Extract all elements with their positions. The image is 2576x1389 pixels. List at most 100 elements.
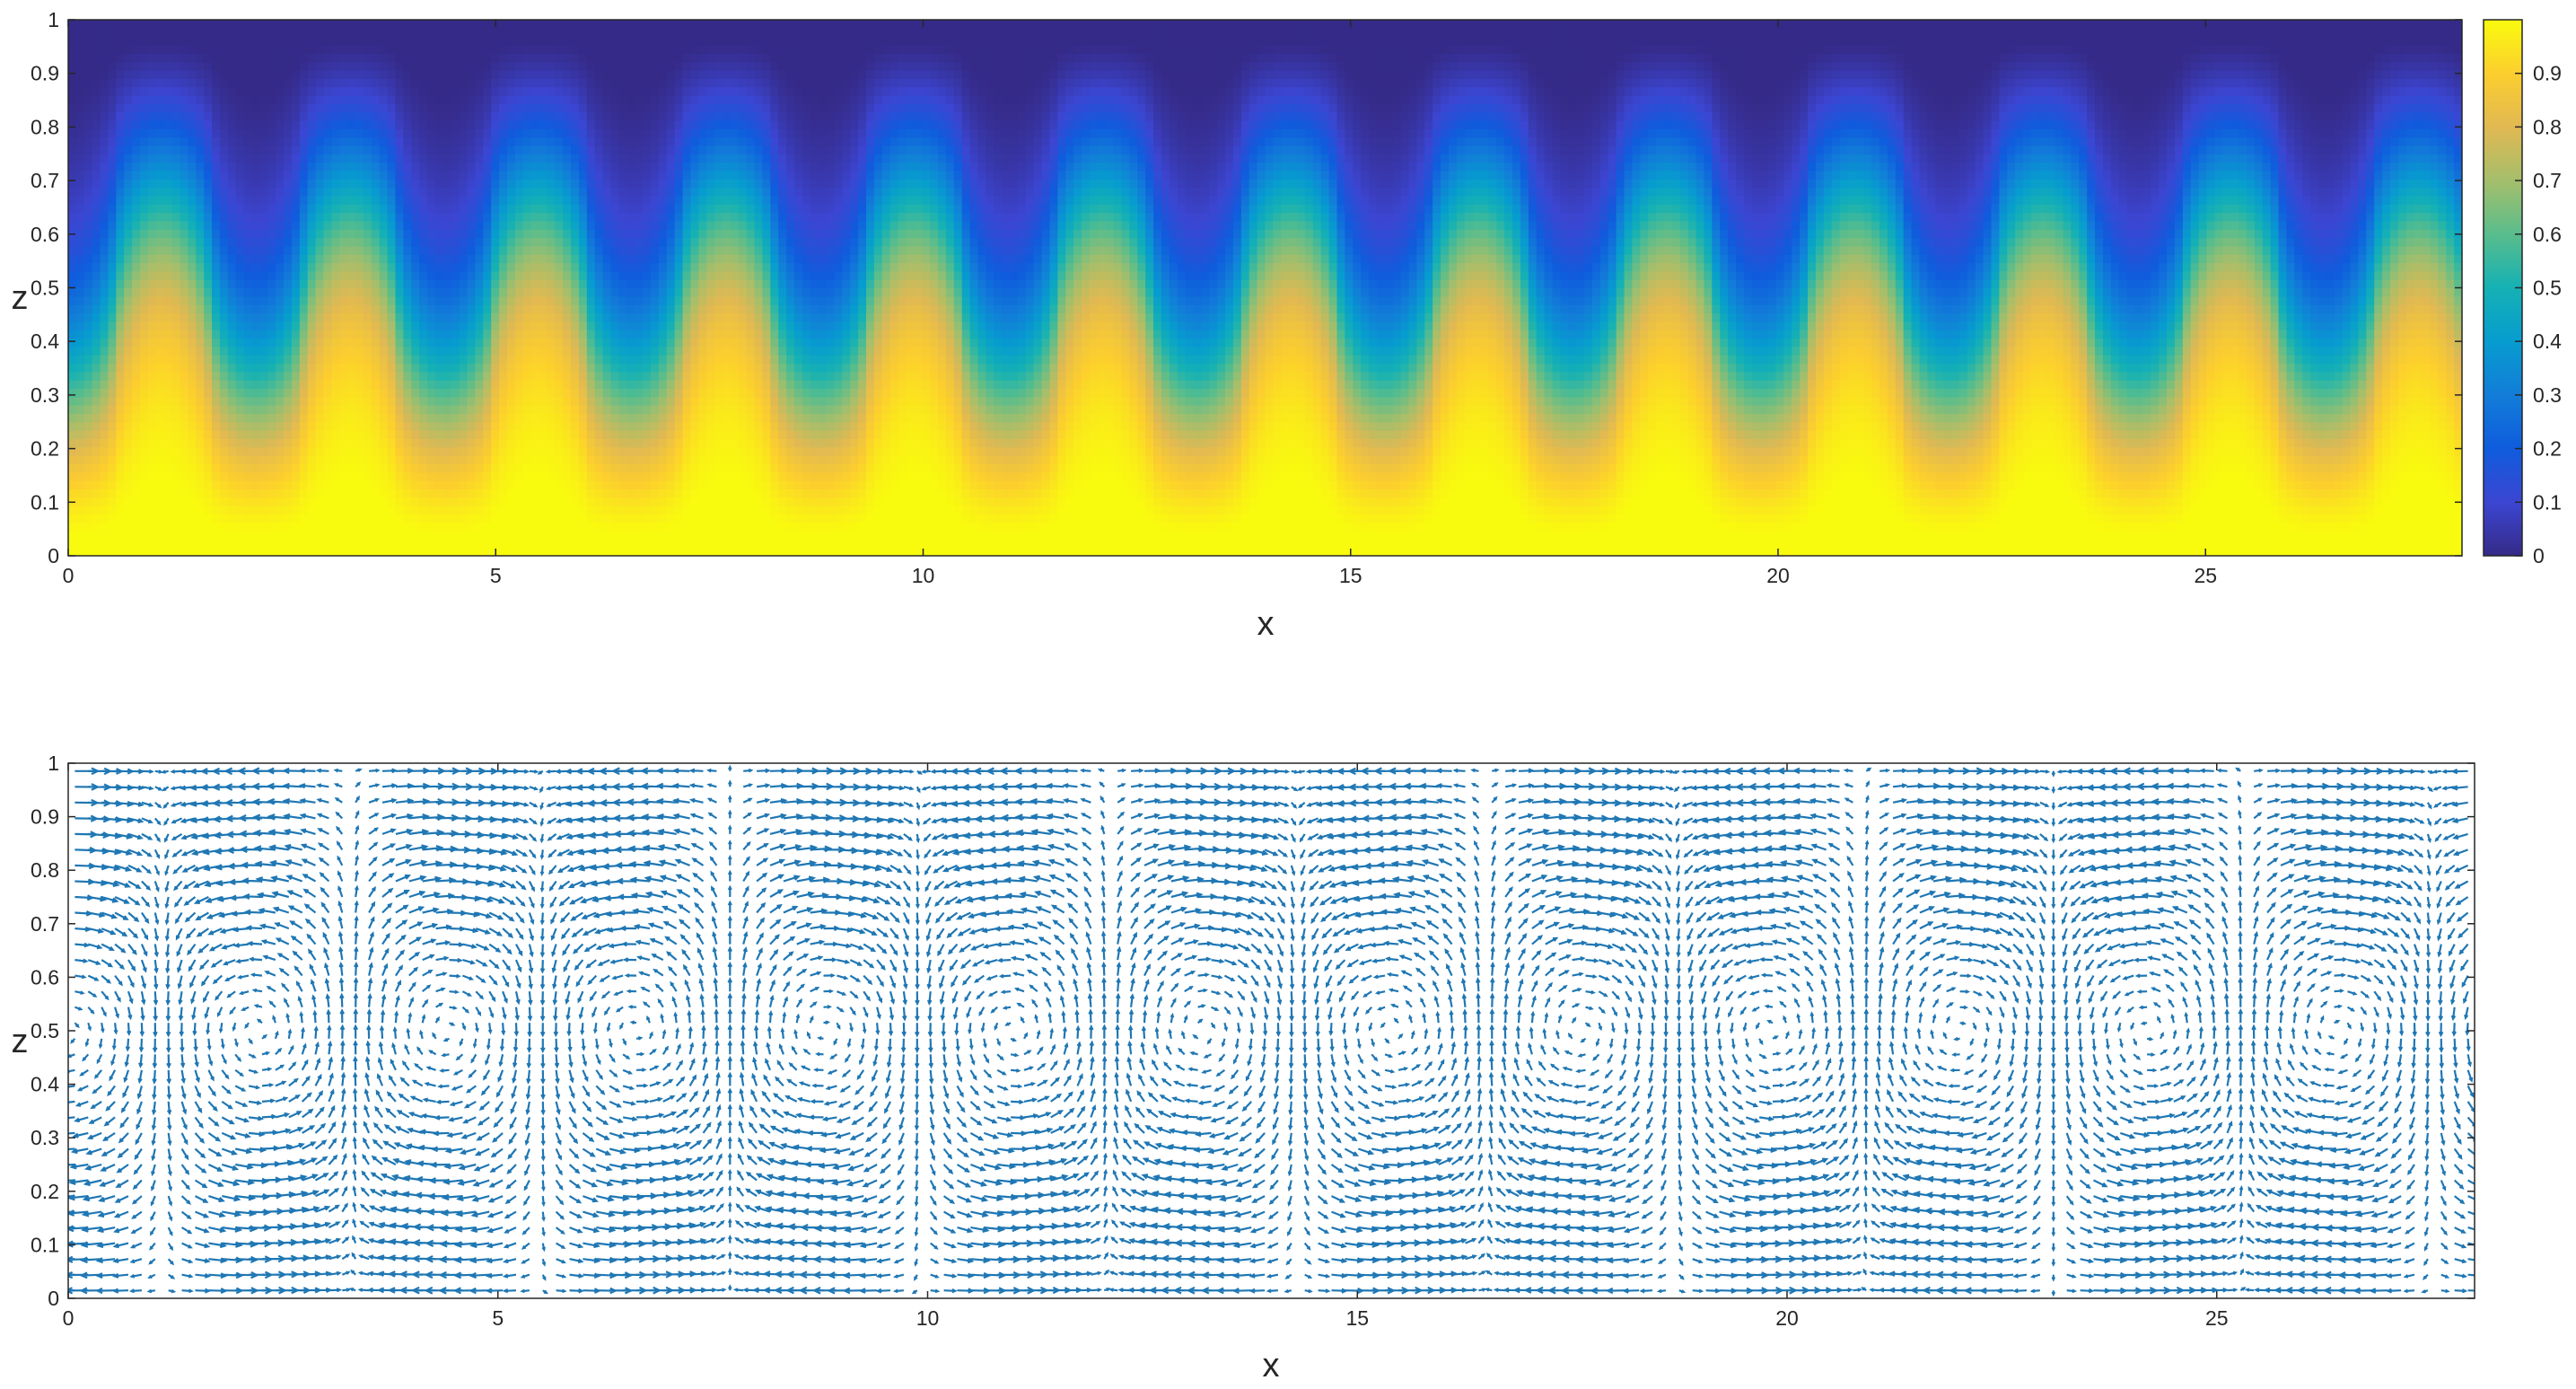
- heatmap-cell: [403, 95, 411, 104]
- heatmap-cell: [156, 363, 164, 372]
- heatmap-cell: [164, 363, 172, 372]
- heatmap-cell: [308, 463, 316, 472]
- heatmap-cell: [164, 254, 172, 263]
- heatmap-cell: [331, 70, 339, 79]
- heatmap-cell: [116, 312, 124, 321]
- heatmap-cell: [523, 548, 531, 557]
- heatmap-cell: [267, 539, 276, 548]
- heatmap-cell: [507, 312, 515, 321]
- heatmap-cell: [403, 288, 411, 297]
- heatmap-cell: [251, 480, 259, 489]
- heatmap-cell: [587, 154, 595, 163]
- heatmap-cell: [618, 95, 626, 104]
- heatmap-cell: [460, 523, 468, 532]
- heatmap-cell: [220, 372, 228, 381]
- heatmap-cell: [539, 430, 548, 439]
- heatmap-cell: [571, 430, 579, 439]
- heatmap-cell: [595, 463, 603, 472]
- heatmap-cell: [626, 539, 635, 548]
- heatmap-cell: [651, 463, 659, 472]
- heatmap-cell: [188, 347, 196, 356]
- heatmap-cell: [276, 128, 284, 137]
- heatmap-cell: [339, 279, 347, 288]
- heatmap-cell: [618, 430, 626, 439]
- heatmap-cell: [443, 514, 451, 523]
- heatmap-cell: [611, 145, 619, 154]
- heatmap-cell: [300, 531, 308, 540]
- heatmap-cell: [180, 128, 188, 137]
- heatmap-cell: [555, 271, 563, 280]
- heatmap-cell: [347, 321, 355, 330]
- heatmap-cell: [276, 28, 284, 37]
- heatmap-cell: [132, 171, 140, 180]
- heatmap-cell: [188, 330, 196, 338]
- heatmap-cell: [331, 304, 339, 313]
- heatmap-cell: [571, 120, 579, 129]
- heatmap-cell: [683, 430, 691, 439]
- heatmap-cell: [68, 372, 76, 381]
- heatmap-cell: [156, 45, 164, 54]
- heatmap-cell: [531, 372, 539, 381]
- heatmap-cell: [101, 95, 109, 104]
- heatmap-cell: [507, 196, 515, 205]
- heatmap-cell: [76, 70, 84, 79]
- heatmap-cell: [331, 204, 339, 213]
- heatmap-cell: [84, 254, 92, 263]
- heatmap-cell: [563, 154, 571, 163]
- heatmap-cell: [132, 455, 140, 464]
- heatmap-cell: [380, 397, 388, 406]
- heatmap-cell: [563, 405, 571, 414]
- heatmap-cell: [468, 20, 476, 29]
- heatmap-cell: [555, 229, 563, 238]
- heatmap-cell: [308, 213, 316, 222]
- heatmap-cell: [316, 188, 324, 197]
- heatmap-cell: [308, 137, 316, 146]
- heatmap-cell: [196, 438, 204, 447]
- heatmap-cell: [403, 321, 411, 330]
- heatmap-cell: [188, 363, 196, 372]
- heatmap-cell: [523, 171, 531, 180]
- heatmap-cell: [587, 347, 595, 356]
- heatmap-cell: [172, 405, 180, 414]
- heatmap-cell: [611, 355, 619, 364]
- heatmap-cell: [339, 28, 347, 37]
- heatmap-cell: [419, 120, 427, 129]
- heatmap-cell: [172, 28, 180, 37]
- heatmap-cell: [571, 271, 579, 280]
- heatmap-cell: [140, 204, 148, 213]
- heatmap-cell: [108, 204, 116, 213]
- heatmap-cell: [475, 87, 483, 96]
- heatmap-cell: [339, 497, 347, 506]
- heatmap-cell: [523, 480, 531, 489]
- heatmap-cell: [132, 372, 140, 381]
- heatmap-cell: [435, 112, 443, 121]
- heatmap-cell: [323, 523, 331, 532]
- heatmap-cell: [244, 347, 252, 356]
- heatmap-cell: [531, 388, 539, 397]
- heatmap-cell: [515, 472, 523, 481]
- heatmap-cell: [491, 137, 499, 146]
- heatmap-cell: [460, 296, 468, 305]
- heatmap-cell: [427, 438, 435, 447]
- heatmap-cell: [411, 296, 419, 305]
- heatmap-cell: [539, 137, 548, 146]
- heatmap-cell: [499, 539, 507, 548]
- heatmap-cell: [108, 397, 116, 406]
- heatmap-cell: [355, 95, 364, 104]
- heatmap-cell: [267, 163, 276, 171]
- heatmap-cell: [101, 455, 109, 464]
- heatmap-cell: [419, 488, 427, 497]
- heatmap-cell: [435, 338, 443, 347]
- heatmap-cell: [483, 355, 491, 364]
- heatmap-cell: [204, 296, 212, 305]
- heatmap-cell: [618, 103, 626, 112]
- heatmap-cell: [92, 355, 101, 364]
- heatmap-cell: [563, 45, 571, 54]
- heatmap-cell: [188, 413, 196, 422]
- heatmap-cell: [579, 171, 587, 180]
- heatmap-cell: [251, 70, 259, 79]
- heatmap-cell: [427, 531, 435, 540]
- heatmap-cell: [435, 254, 443, 263]
- heatmap-cell: [419, 539, 427, 548]
- heatmap-cell: [460, 95, 468, 104]
